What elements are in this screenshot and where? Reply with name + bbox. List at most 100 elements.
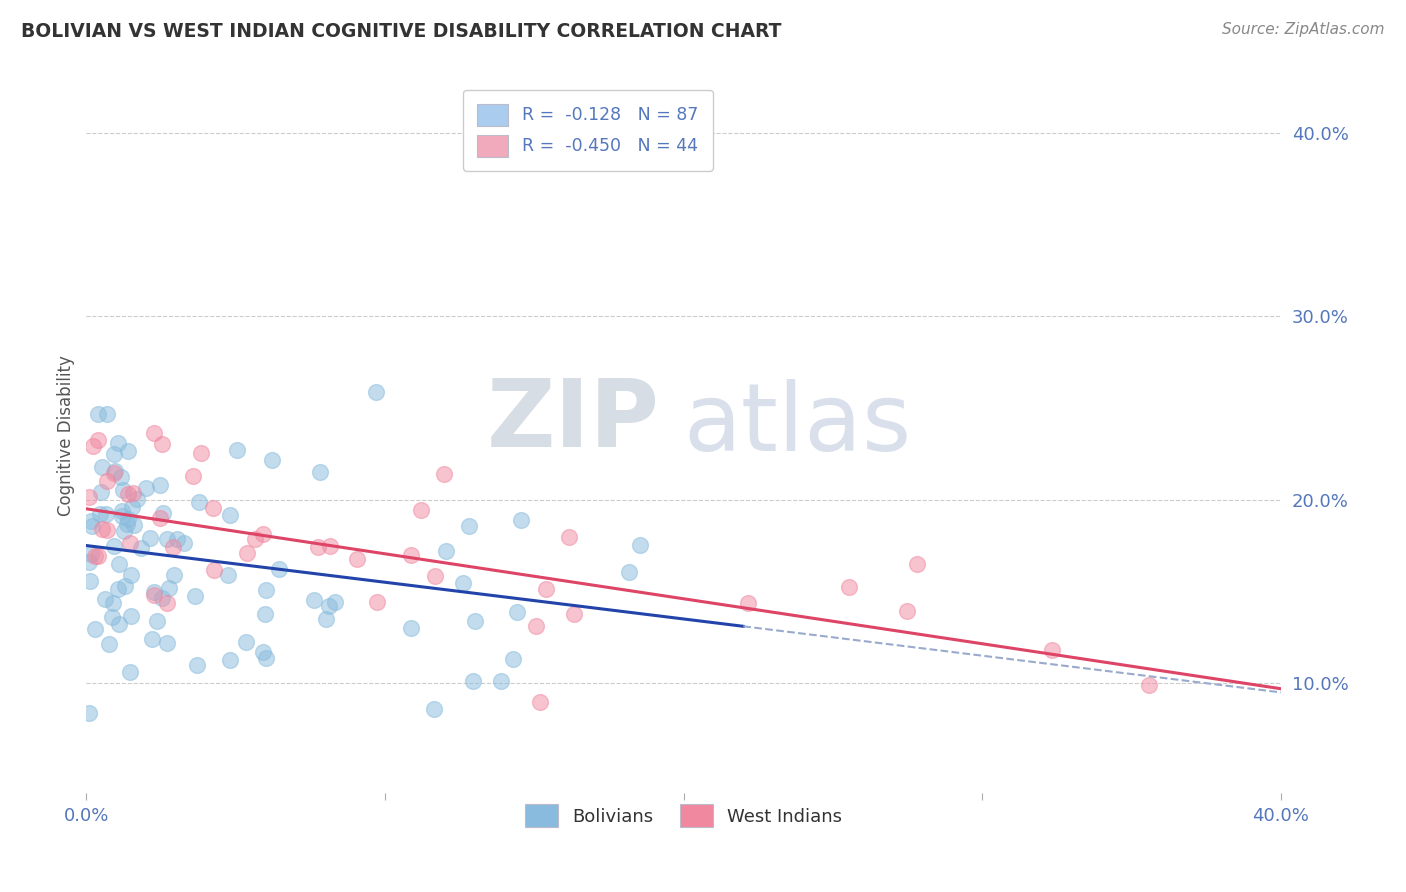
Point bbox=[302, 592, 325, 607]
Point bbox=[307, 541, 329, 555]
Point bbox=[97, 637, 120, 651]
Point bbox=[252, 527, 274, 541]
Point bbox=[90, 484, 112, 499]
Point bbox=[101, 610, 124, 624]
Point bbox=[217, 568, 239, 582]
Point bbox=[737, 596, 759, 610]
Point bbox=[181, 469, 204, 483]
Point bbox=[226, 443, 249, 458]
Point bbox=[120, 568, 142, 582]
Point bbox=[188, 495, 211, 509]
Point bbox=[103, 447, 125, 461]
Point bbox=[149, 511, 172, 525]
Point bbox=[156, 532, 179, 546]
Point bbox=[103, 596, 125, 610]
Point bbox=[451, 575, 474, 590]
Point bbox=[318, 599, 340, 613]
Point bbox=[152, 506, 174, 520]
Point bbox=[529, 695, 551, 709]
Legend: Bolivians, West Indians: Bolivians, West Indians bbox=[517, 797, 849, 834]
Point bbox=[218, 508, 240, 522]
Point bbox=[558, 530, 581, 544]
Point bbox=[628, 538, 651, 552]
Point bbox=[115, 516, 138, 531]
Point bbox=[399, 548, 422, 562]
Point bbox=[162, 541, 184, 555]
Point bbox=[260, 453, 283, 467]
Point bbox=[90, 522, 112, 536]
Point bbox=[617, 565, 640, 579]
Point bbox=[534, 582, 557, 596]
Point bbox=[87, 407, 110, 421]
Point bbox=[150, 436, 173, 450]
Point bbox=[202, 564, 225, 578]
Point bbox=[190, 446, 212, 460]
Text: ZIP: ZIP bbox=[486, 375, 659, 467]
Point bbox=[425, 569, 447, 583]
Point bbox=[149, 478, 172, 492]
Point bbox=[254, 651, 277, 665]
Point bbox=[90, 459, 112, 474]
Point bbox=[434, 544, 457, 558]
Point bbox=[112, 524, 135, 538]
Point bbox=[80, 518, 103, 533]
Point bbox=[108, 616, 131, 631]
Point bbox=[96, 474, 118, 488]
Point bbox=[111, 503, 134, 517]
Point bbox=[142, 425, 165, 440]
Point bbox=[308, 465, 330, 479]
Point bbox=[489, 673, 512, 688]
Point bbox=[87, 549, 110, 563]
Point bbox=[143, 588, 166, 602]
Point bbox=[896, 604, 918, 618]
Point bbox=[107, 582, 129, 596]
Point bbox=[108, 558, 131, 572]
Point bbox=[135, 481, 157, 495]
Point bbox=[236, 545, 259, 559]
Point bbox=[79, 574, 101, 589]
Point bbox=[156, 636, 179, 650]
Point bbox=[77, 555, 100, 569]
Point bbox=[323, 595, 346, 609]
Point bbox=[96, 523, 118, 537]
Point bbox=[254, 607, 277, 622]
Point bbox=[120, 609, 142, 624]
Point bbox=[121, 486, 143, 500]
Text: Source: ZipAtlas.com: Source: ZipAtlas.com bbox=[1222, 22, 1385, 37]
Point bbox=[163, 567, 186, 582]
Point bbox=[120, 535, 142, 549]
Point bbox=[125, 491, 148, 506]
Point bbox=[458, 519, 481, 533]
Point bbox=[129, 541, 152, 555]
Point bbox=[103, 540, 125, 554]
Point bbox=[366, 595, 388, 609]
Point bbox=[173, 536, 195, 550]
Point bbox=[111, 483, 134, 497]
Point bbox=[143, 585, 166, 599]
Point bbox=[218, 653, 240, 667]
Point bbox=[79, 490, 101, 504]
Point bbox=[319, 539, 342, 553]
Point bbox=[94, 508, 117, 522]
Point bbox=[364, 384, 387, 399]
Point bbox=[905, 558, 928, 572]
Point bbox=[117, 443, 139, 458]
Point bbox=[89, 507, 111, 521]
Point bbox=[87, 433, 110, 447]
Point bbox=[80, 515, 103, 529]
Point bbox=[121, 500, 143, 515]
Point bbox=[141, 632, 163, 646]
Point bbox=[254, 583, 277, 598]
Point bbox=[111, 508, 134, 523]
Point bbox=[409, 503, 432, 517]
Point bbox=[122, 518, 145, 533]
Point bbox=[83, 622, 105, 636]
Point bbox=[104, 465, 127, 479]
Point bbox=[1040, 642, 1063, 657]
Point bbox=[502, 652, 524, 666]
Point bbox=[184, 589, 207, 603]
Point bbox=[155, 596, 177, 610]
Point bbox=[346, 552, 368, 566]
Point bbox=[315, 612, 337, 626]
Point bbox=[243, 532, 266, 546]
